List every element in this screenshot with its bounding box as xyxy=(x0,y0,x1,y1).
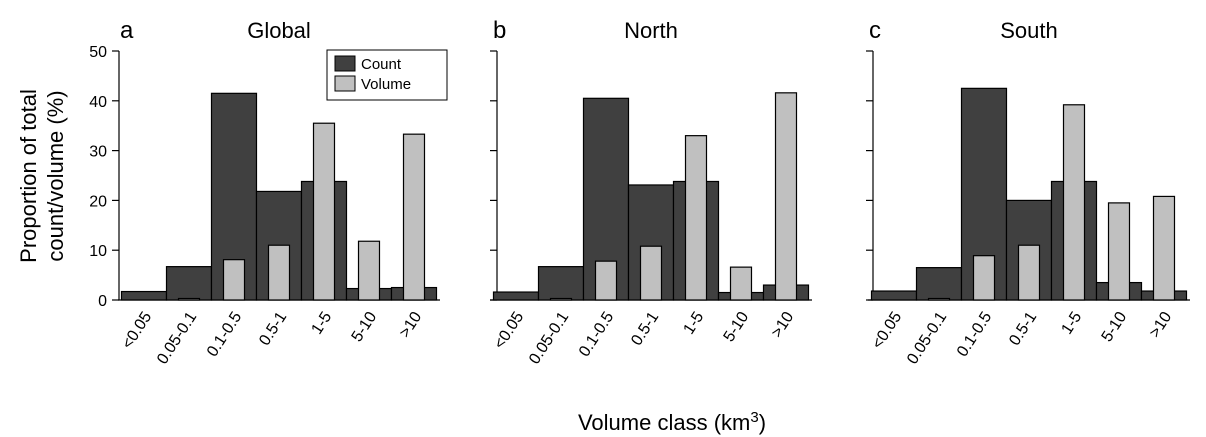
volume-bar xyxy=(729,266,753,301)
volume-bar xyxy=(927,297,951,301)
count-bar xyxy=(165,266,213,301)
panel-letter: c xyxy=(869,17,881,44)
x-tick-label: 0.05-0.1 xyxy=(526,309,572,368)
volume-bar xyxy=(639,245,663,301)
x-tick-label: >10 xyxy=(396,309,425,341)
x-tick-label: 0.1-0.5 xyxy=(576,309,617,360)
volume-bar xyxy=(594,260,618,301)
y-axis-title: Proportion of total count/volume (%) xyxy=(16,89,68,263)
y-axis-title-line1: Proportion of total xyxy=(16,89,41,263)
count-bar xyxy=(537,266,585,301)
x-axis-title-end: ) xyxy=(759,410,766,435)
x-tick-label: 1-5 xyxy=(681,309,708,338)
x-axis-title-text: Volume class (km xyxy=(578,410,750,435)
panel-title: South xyxy=(1000,18,1058,43)
volume-bar xyxy=(1107,202,1131,301)
volume-bar xyxy=(549,297,573,301)
x-tick-label: 0.5-1 xyxy=(1006,309,1040,349)
x-tick-label: 1-5 xyxy=(309,309,336,338)
x-axis-title: Volume class (km3) xyxy=(578,409,766,435)
volume-bar xyxy=(222,259,246,301)
volume-bar xyxy=(1152,195,1176,301)
volume-bar xyxy=(312,122,336,301)
volume-bar xyxy=(357,240,381,301)
panel-title: North xyxy=(624,18,678,43)
panel-b: b North <0.050.05-0.1 0.1-0.5 0.5-1 1-5 5-10 >1… xyxy=(490,17,812,367)
count-bar xyxy=(915,267,963,301)
y-tick-label: 50 xyxy=(89,44,107,61)
panel-letter: b xyxy=(493,17,506,44)
legend-swatch xyxy=(334,55,356,72)
volume-bar xyxy=(177,297,201,301)
volume-bar xyxy=(267,244,291,301)
volume-bar xyxy=(1017,244,1041,301)
x-tick-label: >10 xyxy=(768,309,797,341)
y-tick-label: 0 xyxy=(98,293,107,310)
volume-bar xyxy=(1062,104,1086,301)
y-tick-label: 30 xyxy=(89,144,107,161)
y-tick-label: 10 xyxy=(89,243,107,260)
x-tick-label: >10 xyxy=(1146,309,1175,341)
count-bar xyxy=(870,290,918,301)
volume-bar xyxy=(774,92,798,301)
x-tick-label: <0.05 xyxy=(869,309,905,352)
panel-letter: a xyxy=(120,17,134,44)
count-bar xyxy=(492,291,540,301)
legend-swatch xyxy=(334,75,356,92)
x-tick-label: <0.05 xyxy=(119,309,155,352)
legend: Count Volume xyxy=(326,49,448,101)
legend-label: Count xyxy=(361,56,402,73)
x-tick-label: 5-10 xyxy=(721,309,753,345)
legend-label: Volume xyxy=(361,76,411,93)
volume-bar xyxy=(972,255,996,301)
x-axis-title-superscript: 3 xyxy=(750,409,758,426)
x-tick-label: 5-10 xyxy=(349,309,381,345)
x-tick-label: 1-5 xyxy=(1059,309,1086,338)
panel-a: a Global 0 10 20 30 40 50 <0.050.05-0.1 0.1-0.5 0.… xyxy=(89,17,440,367)
volume-bar xyxy=(402,133,426,301)
y-tick-label: 40 xyxy=(89,94,107,111)
x-tick-label: 0.5-1 xyxy=(628,309,662,349)
x-tick-label: 0.1-0.5 xyxy=(204,309,245,360)
panel-title: Global xyxy=(247,18,311,43)
x-tick-label: 0.05-0.1 xyxy=(154,309,200,368)
x-tick-label: 0.1-0.5 xyxy=(954,309,995,360)
count-bar xyxy=(120,290,168,301)
x-tick-label: 0.05-0.1 xyxy=(904,309,950,368)
y-axis-title-line2: count/volume (%) xyxy=(43,90,68,261)
x-tick-label: 0.5-1 xyxy=(256,309,290,349)
volume-bar xyxy=(684,135,708,301)
x-tick-label: <0.05 xyxy=(491,309,527,352)
y-tick-label: 20 xyxy=(89,193,107,210)
panel-c: c South <0.050.05-0.1 0.1-0.5 0.5-1 1-5 5-10 >1… xyxy=(866,17,1190,367)
x-tick-label: 5-10 xyxy=(1099,309,1131,345)
